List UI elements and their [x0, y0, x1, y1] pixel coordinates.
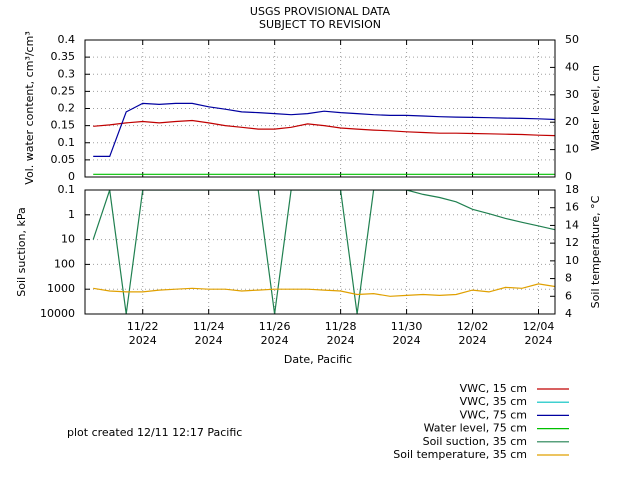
- y-tick-label: 0.25: [51, 84, 76, 97]
- y2-axis-label: Water level, cm: [589, 65, 602, 151]
- plot-frame: [84, 189, 556, 315]
- x-tick-label: 12/04 2024: [523, 320, 555, 347]
- y-tick-label: 1: [68, 208, 75, 221]
- y2-tick-label: 16: [565, 201, 579, 214]
- x-tick-label: 11/24 2024: [193, 320, 225, 347]
- y-axis-label: Soil suction, kPa: [15, 207, 28, 296]
- x-axis-label: Date, Pacific: [284, 353, 352, 366]
- series-line: [93, 102, 555, 157]
- y-tick-label: 10000: [40, 307, 75, 320]
- series-line: [92, 190, 555, 314]
- y2-axis-label: Soil temperature, °C: [589, 195, 602, 308]
- x-tick-label: 11/30 2024: [391, 320, 423, 347]
- plot-frame: [84, 39, 556, 178]
- series-line: [93, 283, 555, 297]
- y-tick-label: 0.1: [58, 183, 76, 196]
- legend-label: Soil temperature, 35 cm: [393, 448, 527, 461]
- y2-tick-label: 30: [565, 88, 579, 101]
- y2-tick-label: 8: [565, 272, 572, 285]
- y-tick-label: 0.4: [58, 33, 76, 46]
- x-tick-label: 11/22 2024: [127, 320, 159, 347]
- legend-label: VWC, 35 cm: [460, 395, 527, 408]
- y2-tick-label: 20: [565, 115, 579, 128]
- y-tick-label: 0.05: [51, 153, 76, 166]
- y2-tick-label: 40: [565, 60, 579, 73]
- legend-label: Soil suction, 35 cm: [423, 435, 527, 448]
- chart-title: USGS PROVISIONAL DATA: [250, 5, 391, 18]
- y-tick-label: 0.2: [58, 102, 76, 115]
- y-tick-label: 10: [61, 233, 75, 246]
- y2-tick-label: 10: [565, 143, 579, 156]
- series-line: [93, 119, 555, 137]
- x-tick-label: 11/28 2024: [325, 320, 357, 347]
- y-tick-label: 100: [54, 257, 75, 270]
- legend-label: Water level, 75 cm: [424, 422, 527, 435]
- y-tick-label: 0: [68, 170, 75, 183]
- x-tick-label: 11/26 2024: [259, 320, 291, 347]
- y2-tick-label: 0: [565, 170, 572, 183]
- y2-tick-label: 50: [565, 33, 579, 46]
- y2-tick-label: 6: [565, 289, 572, 302]
- y-tick-label: 0.15: [51, 119, 76, 132]
- y-tick-label: 0.35: [51, 50, 76, 63]
- legend-label: VWC, 15 cm: [460, 382, 527, 395]
- y2-tick-label: 18: [565, 183, 579, 196]
- x-tick-label: 12/02 2024: [457, 320, 489, 347]
- y2-tick-label: 12: [565, 236, 579, 249]
- y-tick-label: 1000: [47, 282, 75, 295]
- y-tick-label: 0.1: [58, 136, 76, 149]
- legend-label: VWC, 75 cm: [460, 408, 527, 421]
- y2-tick-label: 10: [565, 254, 579, 267]
- y-axis-label: Vol. water content, cm³/cm³: [23, 31, 36, 184]
- y2-tick-label: 14: [565, 218, 579, 231]
- y-tick-label: 0.3: [58, 67, 76, 80]
- chart-subtitle: SUBJECT TO REVISION: [259, 18, 381, 31]
- y2-tick-label: 4: [565, 307, 572, 320]
- annotation: plot created 12/11 12:17 Pacific: [67, 426, 242, 439]
